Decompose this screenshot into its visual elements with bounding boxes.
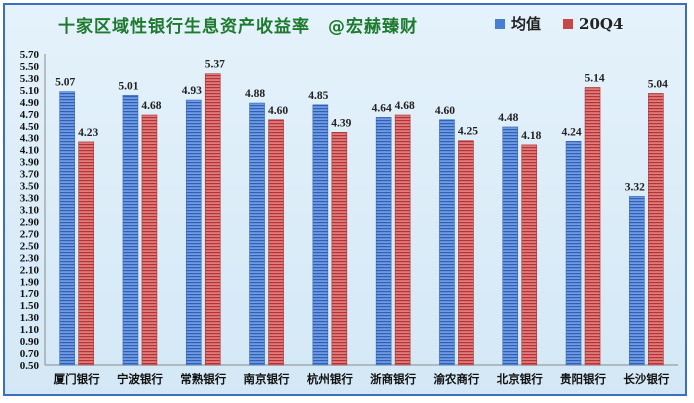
data-label-20q4: 5.04: [648, 78, 668, 90]
legend-label-avg: 均值: [511, 15, 542, 33]
chart-title: 十家区域性银行生息资产收益率 @宏赫臻财: [58, 17, 418, 37]
bar-20q4: [141, 114, 158, 366]
data-label-avg: 4.93: [182, 85, 202, 97]
bar-avg: [439, 119, 455, 366]
bar-20q4: [521, 144, 538, 366]
y-tick-label: 1.90: [20, 276, 40, 288]
chart-legend: 均值 20Q4: [495, 13, 623, 34]
data-label-avg: 4.60: [435, 105, 455, 117]
y-tick-label: 4.70: [20, 109, 40, 121]
x-category-label: 南京银行: [244, 372, 290, 386]
x-category-label: 宁波银行: [117, 372, 163, 386]
y-tick-label: 2.70: [20, 228, 40, 240]
bar-avg: [59, 91, 75, 366]
y-tick-label: 4.90: [20, 97, 40, 109]
x-category-label: 厦门银行: [54, 372, 100, 386]
data-label-avg: 3.32: [625, 181, 645, 193]
data-label-avg: 4.64: [372, 102, 392, 114]
y-tick-label: 3.30: [20, 193, 40, 205]
bar-20q4: [268, 119, 284, 366]
data-label-20q4: 4.25: [458, 126, 478, 138]
data-label-20q4: 4.68: [141, 100, 161, 112]
y-tick-label: 1.70: [20, 288, 40, 300]
data-label-20q4: 5.14: [584, 72, 604, 84]
x-category-label: 渝农商行: [433, 372, 479, 386]
data-label-avg: 4.88: [245, 88, 265, 100]
y-tick-label: 2.30: [20, 252, 40, 264]
legend-item-20q4: 20Q4: [563, 15, 623, 33]
data-label-avg: 4.24: [561, 126, 581, 138]
y-tick-label: 3.10: [20, 205, 40, 217]
y-tick-label: 4.10: [20, 145, 40, 157]
y-tick-label: 0.50: [20, 360, 40, 372]
bar-avg: [122, 94, 139, 366]
x-category-label: 常熟银行: [180, 372, 226, 386]
y-tick-label: 2.90: [20, 216, 40, 228]
data-label-avg: 5.01: [118, 80, 138, 92]
data-label-20q4: 5.37: [205, 59, 225, 71]
legend-item-avg: 均值: [495, 13, 541, 34]
x-category-label: 长沙银行: [623, 372, 669, 386]
bar-avg: [375, 117, 392, 366]
y-tick-label: 2.50: [20, 240, 40, 252]
y-tick-label: 3.70: [20, 169, 40, 181]
data-label-20q4: 4.23: [78, 127, 98, 139]
y-tick-label: 0.90: [20, 336, 40, 348]
y-tick-label: 0.70: [20, 348, 40, 360]
y-tick-label: 5.70: [20, 49, 40, 61]
legend-swatch-avg: [495, 18, 505, 29]
bar-avg: [629, 196, 645, 366]
x-category-label: 贵阳银行: [560, 372, 606, 386]
data-label-avg: 4.48: [498, 112, 518, 124]
y-tick-label: 5.10: [20, 85, 40, 97]
bar-20q4: [458, 140, 474, 366]
data-label-20q4: 4.18: [521, 130, 541, 142]
data-label-20q4: 4.39: [331, 117, 351, 129]
y-tick-label: 5.50: [20, 61, 40, 73]
x-category-label: 浙商银行: [370, 372, 416, 386]
data-label-20q4: 4.68: [395, 100, 415, 112]
bar-avg: [185, 99, 202, 366]
data-label-20q4: 4.60: [268, 105, 288, 117]
y-tick-label: 1.10: [20, 324, 40, 336]
x-category-label: 杭州银行: [307, 372, 353, 386]
bar-avg: [312, 104, 329, 366]
bar-20q4: [204, 73, 221, 366]
y-tick-label: 1.30: [20, 312, 40, 324]
bar-20q4: [78, 141, 94, 366]
y-tick-label: 3.90: [20, 157, 40, 169]
data-label-avg: 5.07: [55, 77, 75, 89]
y-tick-label: 3.50: [20, 181, 40, 193]
legend-swatch-20q4: [563, 18, 574, 29]
bar-avg: [502, 126, 519, 366]
x-category-label: 北京银行: [497, 372, 543, 386]
data-label-avg: 4.85: [308, 90, 328, 102]
bar-20q4: [331, 132, 348, 366]
y-tick-label: 1.50: [20, 300, 40, 312]
bar-avg: [565, 141, 582, 366]
y-tick-label: 2.10: [20, 264, 40, 276]
bar-avg: [249, 102, 265, 366]
y-tick-label: 5.30: [20, 73, 40, 85]
y-tick-label: 4.30: [20, 133, 40, 145]
legend-label-20q4: 20Q4: [579, 14, 624, 33]
bar-20q4: [394, 114, 411, 366]
y-tick-label: 4.50: [20, 121, 40, 133]
bar-20q4: [584, 87, 601, 366]
bar-20q4: [648, 93, 664, 366]
